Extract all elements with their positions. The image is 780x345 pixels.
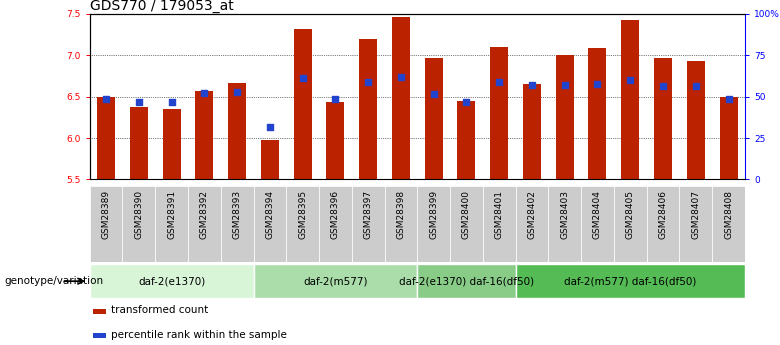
Point — [591, 81, 604, 87]
Bar — [712, 186, 745, 262]
Point — [165, 100, 178, 105]
Point — [133, 99, 145, 104]
Text: GSM28392: GSM28392 — [200, 190, 209, 239]
Text: GSM28404: GSM28404 — [593, 190, 602, 239]
Text: GSM28397: GSM28397 — [363, 190, 373, 239]
Bar — [293, 29, 312, 179]
Point — [264, 125, 276, 130]
Bar — [719, 97, 738, 179]
Point — [198, 90, 211, 96]
Text: GSM28401: GSM28401 — [495, 190, 504, 239]
Point — [722, 96, 735, 102]
Bar — [254, 186, 286, 262]
Bar — [417, 186, 450, 262]
Text: GSM28394: GSM28394 — [265, 190, 275, 239]
Bar — [523, 84, 541, 179]
Text: GSM28389: GSM28389 — [101, 190, 111, 239]
Bar — [254, 264, 417, 298]
Text: GSM28402: GSM28402 — [527, 190, 537, 239]
Bar — [352, 186, 385, 262]
Text: GSM28400: GSM28400 — [462, 190, 471, 239]
Bar — [516, 186, 548, 262]
Text: GSM28393: GSM28393 — [232, 190, 242, 239]
Bar — [588, 48, 607, 179]
Point — [460, 99, 473, 104]
Text: daf-2(m577) daf-16(df50): daf-2(m577) daf-16(df50) — [564, 276, 697, 286]
Point — [427, 91, 440, 97]
Bar — [162, 109, 181, 179]
Text: transformed count: transformed count — [111, 305, 208, 315]
Point — [526, 82, 538, 88]
Bar — [516, 264, 745, 298]
Bar — [93, 333, 106, 338]
Text: GSM28407: GSM28407 — [691, 190, 700, 239]
Point — [296, 76, 309, 81]
Point — [690, 83, 702, 89]
Bar — [424, 58, 443, 179]
Point — [231, 90, 243, 95]
Text: GSM28390: GSM28390 — [134, 190, 144, 239]
Text: GSM28405: GSM28405 — [626, 190, 635, 239]
Bar — [286, 186, 319, 262]
Bar — [122, 186, 155, 262]
Bar — [614, 186, 647, 262]
Text: GSM28396: GSM28396 — [331, 190, 340, 239]
Bar — [647, 186, 679, 262]
Text: daf-2(m577): daf-2(m577) — [303, 276, 367, 286]
Bar — [188, 186, 221, 262]
Bar — [679, 186, 712, 262]
Text: GSM28403: GSM28403 — [560, 190, 569, 239]
Point — [362, 79, 374, 85]
Text: daf-2(e1370) daf-16(df50): daf-2(e1370) daf-16(df50) — [399, 276, 534, 286]
Bar — [359, 39, 378, 179]
Point — [100, 96, 112, 102]
Bar — [555, 55, 574, 179]
Bar — [450, 186, 483, 262]
Bar — [221, 186, 254, 262]
Bar — [417, 264, 516, 298]
Bar — [392, 17, 410, 179]
Bar — [195, 91, 214, 179]
Point — [395, 74, 407, 79]
Bar — [686, 61, 705, 179]
Point — [493, 79, 505, 85]
Bar — [319, 186, 352, 262]
Point — [558, 82, 571, 88]
Point — [657, 83, 669, 89]
Bar — [385, 186, 417, 262]
Bar — [90, 264, 254, 298]
Bar — [90, 186, 122, 262]
Bar — [326, 101, 345, 179]
Bar — [581, 186, 614, 262]
Point — [329, 96, 342, 102]
Bar — [548, 186, 581, 262]
Bar — [93, 309, 106, 314]
Text: daf-2(e1370): daf-2(e1370) — [138, 276, 205, 286]
Text: GSM28399: GSM28399 — [429, 190, 438, 239]
Bar — [490, 47, 509, 179]
Bar — [261, 140, 279, 179]
Bar — [228, 82, 246, 179]
Text: percentile rank within the sample: percentile rank within the sample — [111, 330, 287, 340]
Text: GSM28391: GSM28391 — [167, 190, 176, 239]
Bar — [483, 186, 516, 262]
Bar — [129, 107, 148, 179]
Text: GSM28408: GSM28408 — [724, 190, 733, 239]
Text: GSM28398: GSM28398 — [396, 190, 406, 239]
Bar — [457, 101, 476, 179]
Text: GSM28406: GSM28406 — [658, 190, 668, 239]
Text: GDS770 / 179053_at: GDS770 / 179053_at — [90, 0, 233, 13]
Bar — [155, 186, 188, 262]
Point — [624, 77, 636, 83]
Bar — [621, 20, 640, 179]
Bar — [654, 58, 672, 179]
Text: genotype/variation: genotype/variation — [4, 276, 103, 286]
Text: GSM28395: GSM28395 — [298, 190, 307, 239]
Bar — [97, 97, 115, 179]
